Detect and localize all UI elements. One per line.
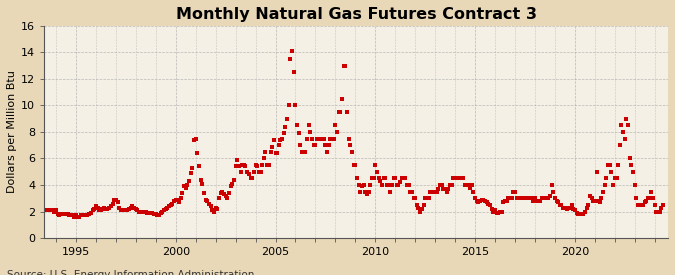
- Title: Monthly Natural Gas Futures Contract 3: Monthly Natural Gas Futures Contract 3: [176, 7, 537, 22]
- Text: Source: U.S. Energy Information Administration: Source: U.S. Energy Information Administ…: [7, 271, 254, 275]
- Y-axis label: Dollars per Million Btu: Dollars per Million Btu: [7, 70, 17, 193]
